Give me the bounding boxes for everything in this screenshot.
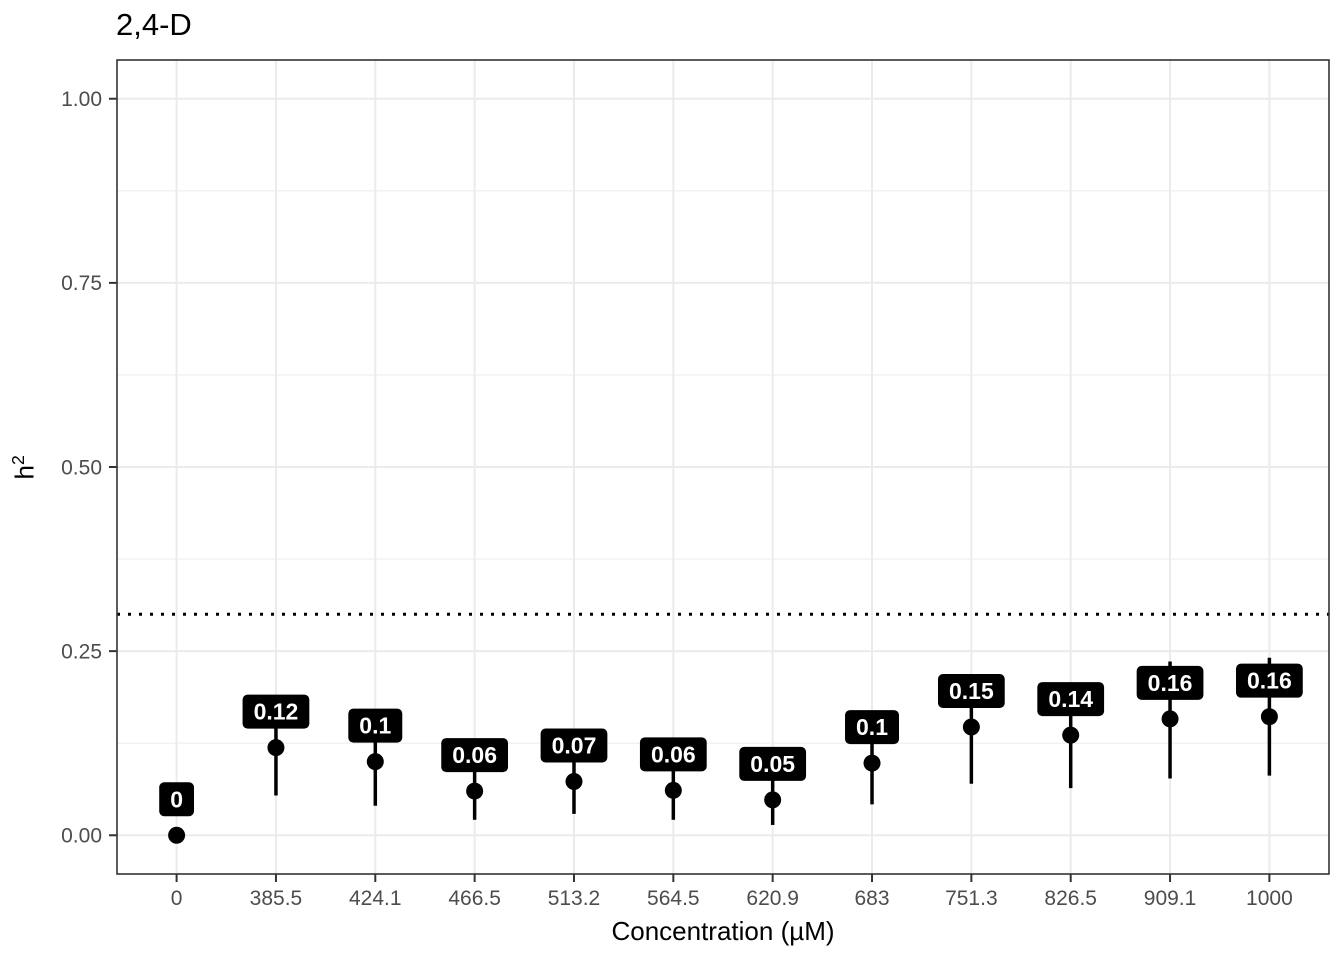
value-label: 0.1: [856, 714, 888, 740]
data-point: [1062, 726, 1080, 744]
value-label: 0.15: [949, 678, 994, 704]
y-tick-label: 0.50: [61, 456, 102, 479]
x-axis-title: Concentration (µM): [611, 916, 835, 946]
x-tick-label: 620.9: [746, 887, 799, 910]
data-point: [962, 718, 980, 736]
value-label: 0.16: [1247, 668, 1292, 694]
data-point: [267, 739, 285, 757]
value-label-box: [739, 746, 807, 781]
x-tick-label: 424.1: [349, 887, 402, 910]
value-label: 0.1: [359, 713, 391, 739]
y-tick-label: 0.00: [61, 825, 102, 848]
data-point: [466, 782, 484, 800]
x-tick-label: 0: [171, 887, 183, 910]
data-point: [168, 826, 186, 844]
x-tick-label: 513.2: [548, 887, 601, 910]
value-label-box: [441, 738, 509, 773]
x-tick-label: 564.5: [647, 887, 700, 910]
y-tick-label: 1.00: [61, 88, 102, 111]
value-label: 0.14: [1048, 686, 1093, 712]
value-label-box: [242, 694, 310, 729]
x-tick-label: 751.3: [945, 887, 998, 910]
value-label: 0.06: [452, 742, 497, 768]
x-tick-label: 909.1: [1144, 887, 1197, 910]
value-label-box: [1236, 663, 1303, 698]
data-point: [1260, 708, 1278, 726]
value-label: 0.12: [254, 699, 299, 725]
value-label: 0.05: [750, 751, 795, 777]
value-label: 0.16: [1148, 670, 1193, 696]
value-label-box: [348, 708, 403, 743]
value-label-box: [1037, 682, 1105, 717]
y-tick-label: 0.75: [61, 272, 102, 295]
data-point: [664, 781, 682, 799]
value-label-box: [159, 782, 195, 817]
value-label: 0: [170, 786, 183, 812]
plot-title: 2,4-D: [116, 7, 192, 42]
value-label-box: [1136, 665, 1204, 700]
value-label: 0.06: [651, 741, 696, 767]
y-tick-label: 0.25: [61, 640, 102, 663]
value-label-box: [937, 673, 1005, 708]
data-point: [366, 753, 384, 771]
x-tick-label: 683: [854, 887, 889, 910]
value-label: 0.07: [552, 733, 597, 759]
x-tick-label: 466.5: [448, 887, 501, 910]
value-label-box: [540, 728, 608, 763]
value-label-box: [845, 710, 900, 745]
data-point: [1161, 710, 1179, 728]
value-label-box: [639, 737, 707, 772]
x-tick-label: 1000: [1246, 887, 1293, 910]
x-tick-label: 385.5: [250, 887, 303, 910]
data-point: [565, 772, 583, 790]
data-point: [764, 791, 782, 809]
x-tick-label: 826.5: [1044, 887, 1097, 910]
data-point: [863, 754, 881, 772]
